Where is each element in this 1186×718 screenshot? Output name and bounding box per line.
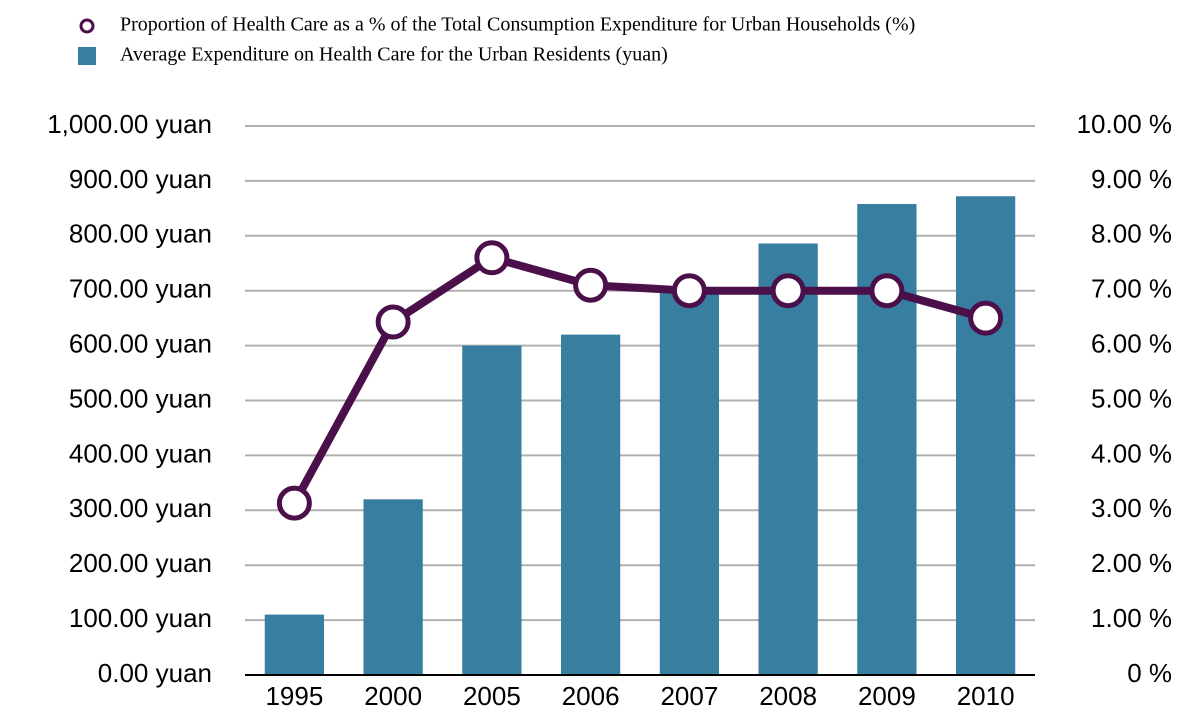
y2-tick-label: 4.00 % — [1091, 438, 1172, 468]
legend-marker — [78, 47, 96, 65]
y-tick-label: 100.00 yuan — [69, 603, 212, 633]
y2-tick-label: 10.00 % — [1077, 109, 1172, 139]
bar — [462, 345, 522, 675]
legend-label: Proportion of Health Care as a % of the … — [120, 14, 915, 36]
x-tick-label: 2000 — [364, 681, 422, 711]
y2-tick-label: 0 % — [1127, 658, 1172, 688]
x-tick-label: 2010 — [957, 681, 1015, 711]
bar — [561, 334, 621, 675]
bar — [956, 196, 1016, 675]
line-marker — [968, 300, 1004, 336]
line-marker — [869, 273, 905, 309]
y-tick-label: 0.00 yuan — [98, 658, 212, 688]
line-marker — [375, 304, 411, 340]
y-tick-label: 200.00 yuan — [69, 548, 212, 578]
y2-tick-label: 5.00 % — [1091, 383, 1172, 413]
y2-tick-label: 2.00 % — [1091, 548, 1172, 578]
y2-tick-label: 8.00 % — [1091, 219, 1172, 249]
line-marker — [276, 485, 312, 521]
y-tick-label: 700.00 yuan — [69, 274, 212, 304]
y-tick-label: 900.00 yuan — [69, 164, 212, 194]
legend-label: Average Expenditure on Health Care for t… — [120, 44, 668, 66]
y2-tick-label: 3.00 % — [1091, 493, 1172, 523]
legend-marker — [79, 18, 95, 34]
line-marker — [573, 267, 609, 303]
bar — [659, 290, 719, 675]
y2-tick-label: 1.00 % — [1091, 603, 1172, 633]
y-tick-label: 400.00 yuan — [69, 438, 212, 468]
y-tick-label: 1,000.00 yuan — [47, 109, 212, 139]
y-tick-label: 300.00 yuan — [69, 493, 212, 523]
line-marker — [474, 240, 510, 276]
bar — [758, 243, 818, 675]
y2-tick-label: 9.00 % — [1091, 164, 1172, 194]
y-tick-label: 600.00 yuan — [69, 328, 212, 358]
x-tick-label: 2008 — [759, 681, 817, 711]
y2-tick-label: 6.00 % — [1091, 328, 1172, 358]
line-marker — [671, 273, 707, 309]
bar — [363, 499, 423, 675]
bar — [264, 614, 324, 675]
x-tick-label: 1995 — [265, 681, 323, 711]
y2-tick-label: 7.00 % — [1091, 274, 1172, 304]
x-tick-label: 2009 — [858, 681, 916, 711]
x-tick-label: 2007 — [660, 681, 718, 711]
y-tick-label: 800.00 yuan — [69, 219, 212, 249]
x-tick-label: 2005 — [463, 681, 521, 711]
y-tick-label: 500.00 yuan — [69, 383, 212, 413]
x-tick-label: 2006 — [562, 681, 620, 711]
line-marker — [770, 273, 806, 309]
